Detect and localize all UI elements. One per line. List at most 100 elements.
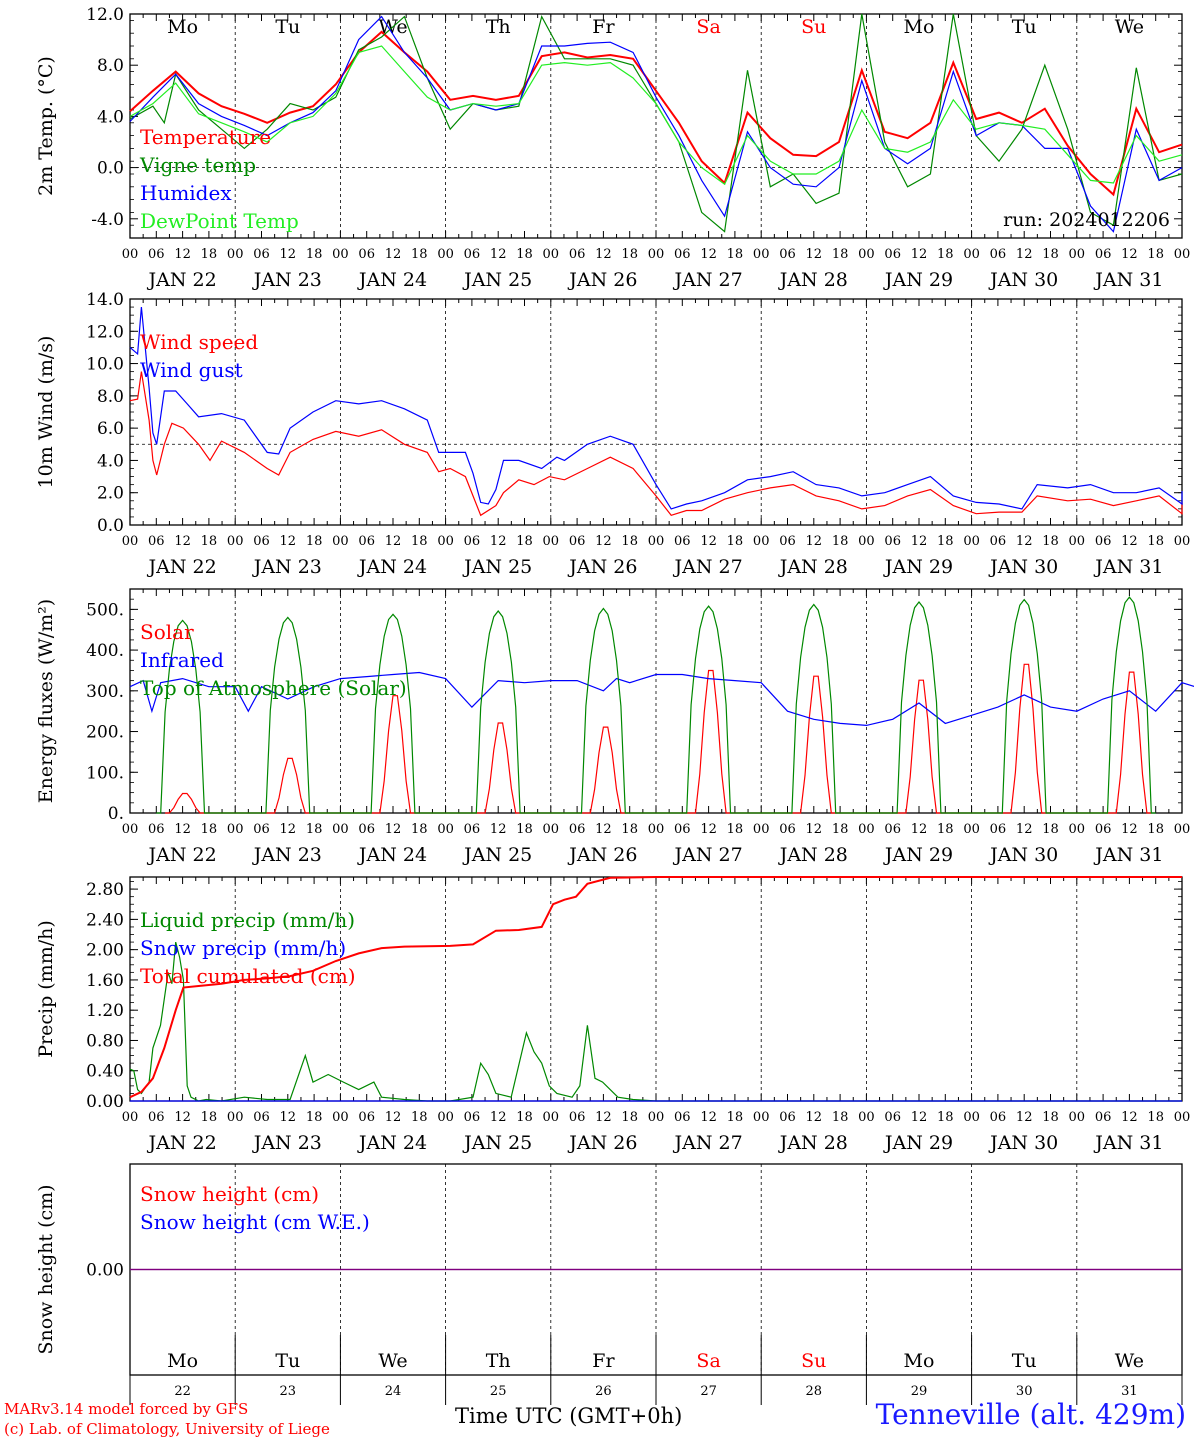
legend-entry: Wind gust bbox=[140, 358, 243, 382]
hour-tick-label: 06 bbox=[779, 822, 796, 837]
day-label: JAN 22 bbox=[147, 844, 217, 866]
hour-tick-label: 12 bbox=[1121, 247, 1138, 262]
weekday-label: Mo bbox=[904, 16, 935, 38]
hour-tick-label: 12 bbox=[806, 534, 823, 549]
hour-tick-label: 00 bbox=[1174, 534, 1191, 549]
legend-entry: Wind speed bbox=[140, 330, 258, 354]
hour-tick-label: 00 bbox=[122, 534, 139, 549]
hour-tick-label: 18 bbox=[411, 534, 428, 549]
weekday-label: We bbox=[378, 1350, 407, 1372]
hour-tick-label: 06 bbox=[884, 534, 901, 549]
day-label: JAN 29 bbox=[883, 269, 953, 291]
day-number-label: 23 bbox=[280, 1384, 297, 1399]
hour-tick-label: 00 bbox=[543, 534, 560, 549]
hour-tick-label: 00 bbox=[227, 247, 244, 262]
legend-entry: Vigne temp bbox=[139, 153, 256, 177]
hour-tick-label: 00 bbox=[963, 247, 980, 262]
y-tick-label: 10.0 bbox=[86, 355, 124, 375]
hour-tick-label: 18 bbox=[306, 822, 323, 837]
hour-tick-label: 06 bbox=[358, 534, 375, 549]
hour-tick-label: 00 bbox=[227, 822, 244, 837]
day-number-label: 26 bbox=[595, 1384, 612, 1399]
hour-tick-label: 00 bbox=[332, 822, 349, 837]
weekday-label: Su bbox=[801, 16, 826, 38]
hour-tick-label: 00 bbox=[227, 534, 244, 549]
weekday-label: Th bbox=[486, 16, 511, 38]
hour-tick-label: 06 bbox=[884, 1110, 901, 1125]
hour-tick-label: 06 bbox=[1095, 1110, 1112, 1125]
y-tick-label: 1.60 bbox=[86, 971, 124, 991]
y-axis-label: 2m Temp. (°C) bbox=[35, 56, 57, 196]
y-tick-label: 12.0 bbox=[86, 5, 124, 25]
legend-entry: Snow height (cm W.E.) bbox=[140, 1210, 370, 1234]
hour-tick-label: 00 bbox=[1069, 1110, 1086, 1125]
hour-tick-label: 00 bbox=[1069, 534, 1086, 549]
series-line bbox=[129, 307, 1183, 510]
y-tick-label: 100. bbox=[86, 763, 124, 783]
legend-entry: Humidex bbox=[140, 181, 232, 205]
day-label: JAN 24 bbox=[357, 844, 427, 866]
hour-tick-label: 00 bbox=[963, 1110, 980, 1125]
hour-tick-label: 00 bbox=[753, 534, 770, 549]
day-number-label: 31 bbox=[1121, 1384, 1138, 1399]
hour-tick-label: 06 bbox=[674, 1110, 691, 1125]
y-tick-label: 12.0 bbox=[86, 322, 124, 342]
hour-tick-label: 00 bbox=[227, 1110, 244, 1125]
hour-tick-label: 18 bbox=[1147, 534, 1164, 549]
day-label: JAN 23 bbox=[252, 269, 322, 291]
hour-tick-label: 00 bbox=[648, 1110, 665, 1125]
hour-tick-label: 06 bbox=[148, 1110, 165, 1125]
hour-tick-label: 06 bbox=[1095, 534, 1112, 549]
hour-tick-label: 12 bbox=[806, 1110, 823, 1125]
weekday-label: Tu bbox=[1012, 1350, 1037, 1372]
y-tick-label: 0. bbox=[108, 804, 124, 824]
hour-tick-label: 12 bbox=[280, 1110, 297, 1125]
hour-tick-label: 00 bbox=[858, 534, 875, 549]
hour-tick-label: 18 bbox=[832, 247, 849, 262]
hour-tick-label: 12 bbox=[1121, 1110, 1138, 1125]
hour-tick-label: 00 bbox=[122, 822, 139, 837]
day-label: JAN 31 bbox=[1093, 1132, 1163, 1154]
hour-tick-label: 00 bbox=[753, 1110, 770, 1125]
hour-tick-label: 18 bbox=[201, 534, 218, 549]
series-line bbox=[129, 876, 1182, 1099]
hour-tick-label: 06 bbox=[990, 534, 1007, 549]
hour-tick-label: 06 bbox=[1095, 247, 1112, 262]
hour-tick-label: 12 bbox=[1016, 822, 1033, 837]
hour-tick-label: 00 bbox=[122, 247, 139, 262]
weekday-label: We bbox=[1115, 1350, 1144, 1372]
hour-tick-label: 06 bbox=[779, 534, 796, 549]
hour-tick-label: 18 bbox=[201, 247, 218, 262]
y-tick-label: 2.00 bbox=[86, 941, 124, 961]
hour-tick-label: 00 bbox=[332, 534, 349, 549]
series-line bbox=[156, 596, 1156, 814]
weekday-label: Su bbox=[801, 1350, 826, 1372]
hour-tick-label: 12 bbox=[174, 534, 191, 549]
hour-tick-label: 00 bbox=[963, 822, 980, 837]
hour-tick-label: 12 bbox=[595, 247, 612, 262]
hour-tick-label: 06 bbox=[990, 822, 1007, 837]
panel-energy: 00 06 12 18 00 06 12 18 00 06 12 18 00 06 12 18 00 06 12 18… bbox=[35, 588, 1194, 866]
y-tick-label: 0.00 bbox=[86, 1092, 124, 1112]
hour-tick-label: 18 bbox=[1042, 247, 1059, 262]
legend-entry: Total cumulated (cm) bbox=[140, 964, 356, 988]
hour-tick-label: 06 bbox=[990, 247, 1007, 262]
hour-tick-label: 18 bbox=[1147, 247, 1164, 262]
hour-tick-label: 00 bbox=[753, 247, 770, 262]
day-label: JAN 24 bbox=[357, 1132, 427, 1154]
hour-tick-label: 12 bbox=[490, 822, 507, 837]
hour-tick-label: 06 bbox=[779, 1110, 796, 1125]
weekday-label: Tu bbox=[275, 16, 300, 38]
y-tick-label: 14.0 bbox=[86, 290, 124, 310]
day-label: JAN 23 bbox=[252, 556, 322, 578]
day-label: JAN 26 bbox=[567, 844, 637, 866]
hour-tick-label: 00 bbox=[543, 247, 560, 262]
hour-tick-label: 06 bbox=[148, 534, 165, 549]
hour-tick-label: 06 bbox=[569, 247, 586, 262]
hour-tick-label: 00 bbox=[437, 822, 454, 837]
hour-tick-label: 00 bbox=[1174, 247, 1191, 262]
hour-tick-label: 12 bbox=[385, 247, 402, 262]
hour-tick-label: 06 bbox=[884, 247, 901, 262]
hour-tick-label: 00 bbox=[648, 822, 665, 837]
day-number-label: 30 bbox=[1016, 1384, 1033, 1399]
